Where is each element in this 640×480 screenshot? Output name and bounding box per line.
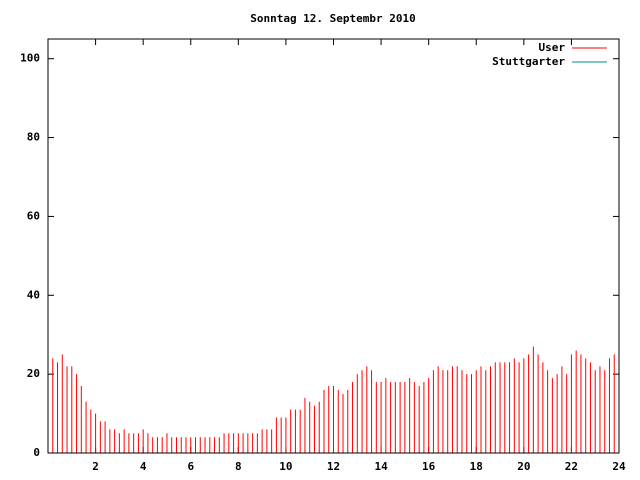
y-tick-label: 20	[27, 367, 40, 380]
x-tick-label: 12	[327, 460, 340, 473]
x-tick-label: 8	[235, 460, 242, 473]
chart-title: Sonntag 12. Septembr 2010	[250, 12, 416, 25]
x-tick-label: 6	[187, 460, 194, 473]
x-tick-label: 4	[140, 460, 147, 473]
x-tick-label: 2	[92, 460, 99, 473]
x-tick-label: 16	[422, 460, 436, 473]
x-tick-label: 20	[517, 460, 530, 473]
y-tick-label: 80	[27, 131, 40, 144]
y-tick-label: 60	[27, 209, 40, 222]
x-tick-label: 18	[470, 460, 483, 473]
x-tick-label: 22	[565, 460, 578, 473]
x-tick-label: 14	[374, 460, 388, 473]
y-tick-label: 100	[20, 52, 40, 65]
x-tick-label: 24	[612, 460, 626, 473]
legend-label: User	[539, 41, 566, 54]
y-tick-label: 40	[27, 288, 40, 301]
legend-label: Stuttgarter	[492, 55, 565, 68]
plot-frame	[47, 38, 620, 454]
y-tick-label: 0	[33, 446, 40, 459]
x-tick-label: 10	[279, 460, 292, 473]
